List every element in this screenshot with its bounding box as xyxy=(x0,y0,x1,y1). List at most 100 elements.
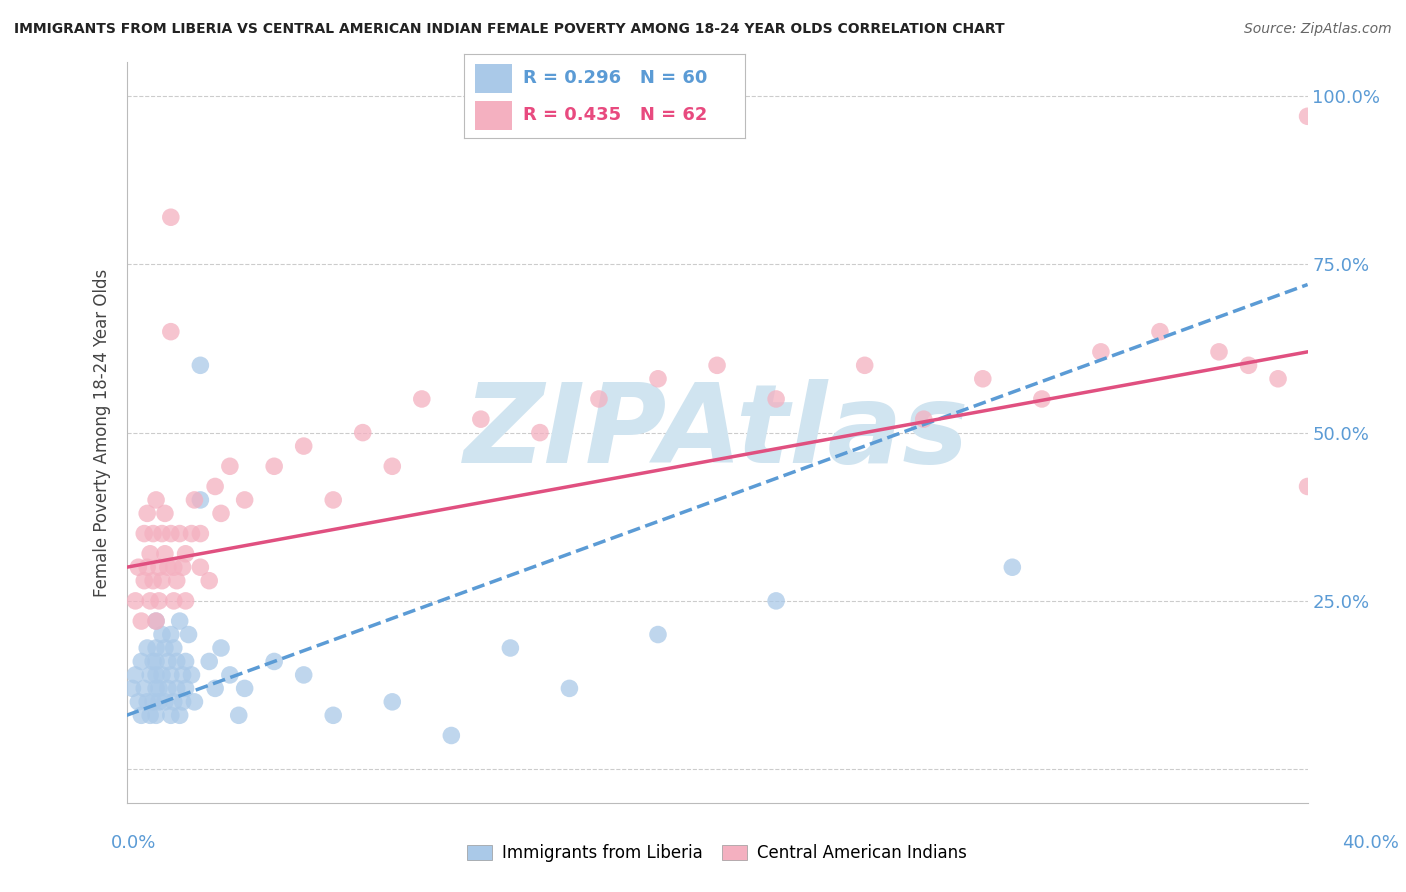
Point xyxy=(142,526,165,541)
Point xyxy=(160,211,183,225)
Point xyxy=(292,439,315,453)
Point xyxy=(219,668,242,682)
Point xyxy=(188,359,212,373)
Point xyxy=(129,614,153,628)
Point xyxy=(180,668,202,682)
Point xyxy=(188,560,212,574)
Text: R = 0.296   N = 60: R = 0.296 N = 60 xyxy=(523,69,707,87)
Point xyxy=(263,655,285,669)
Point xyxy=(322,492,344,507)
Point xyxy=(150,627,173,641)
Point xyxy=(163,594,186,608)
Point xyxy=(1296,479,1319,493)
Point xyxy=(160,325,183,339)
Point xyxy=(706,359,728,373)
Point xyxy=(381,459,404,474)
Point xyxy=(136,640,159,655)
Point xyxy=(145,708,167,723)
Point xyxy=(127,560,149,574)
Point xyxy=(169,614,191,628)
Point xyxy=(139,668,162,682)
Point xyxy=(163,640,186,655)
Point xyxy=(209,507,232,521)
Point xyxy=(150,574,173,588)
Point xyxy=(124,594,146,608)
Text: R = 0.435   N = 62: R = 0.435 N = 62 xyxy=(523,106,707,124)
Point xyxy=(647,627,669,641)
Point xyxy=(139,594,162,608)
Point xyxy=(1267,372,1289,386)
Point xyxy=(183,695,205,709)
Point xyxy=(233,492,256,507)
Point xyxy=(134,526,156,541)
Point xyxy=(121,681,143,696)
Legend: Immigrants from Liberia, Central American Indians: Immigrants from Liberia, Central America… xyxy=(460,838,974,869)
Point xyxy=(352,425,374,440)
Point xyxy=(156,681,179,696)
Point xyxy=(322,708,344,723)
Text: 40.0%: 40.0% xyxy=(1343,834,1399,852)
Y-axis label: Female Poverty Among 18-24 Year Olds: Female Poverty Among 18-24 Year Olds xyxy=(93,268,111,597)
Point xyxy=(588,392,610,406)
Point xyxy=(765,594,787,608)
Point xyxy=(153,640,176,655)
Point xyxy=(156,655,179,669)
Point xyxy=(145,614,167,628)
Text: IMMIGRANTS FROM LIBERIA VS CENTRAL AMERICAN INDIAN FEMALE POVERTY AMONG 18-24 YE: IMMIGRANTS FROM LIBERIA VS CENTRAL AMERI… xyxy=(14,22,1005,37)
Point xyxy=(148,560,170,574)
Point xyxy=(136,507,159,521)
Point xyxy=(174,681,197,696)
Point xyxy=(765,392,787,406)
Point xyxy=(134,681,156,696)
Point xyxy=(160,708,183,723)
Point xyxy=(647,372,669,386)
Point xyxy=(136,560,159,574)
Point xyxy=(153,507,176,521)
Point xyxy=(139,708,162,723)
Point xyxy=(142,695,165,709)
Text: ZIPAtlas: ZIPAtlas xyxy=(464,379,970,486)
Point xyxy=(1149,325,1171,339)
Point xyxy=(139,547,162,561)
Point xyxy=(169,708,191,723)
Bar xyxy=(475,101,512,130)
Point xyxy=(129,655,153,669)
Point xyxy=(204,681,226,696)
Point xyxy=(136,695,159,709)
Point xyxy=(174,655,197,669)
Point xyxy=(188,492,212,507)
Point xyxy=(1296,109,1319,123)
Point xyxy=(204,479,226,493)
Point xyxy=(470,412,492,426)
Point xyxy=(292,668,315,682)
Point xyxy=(153,547,176,561)
Point xyxy=(127,695,149,709)
Point xyxy=(169,526,191,541)
Point xyxy=(180,526,202,541)
Point xyxy=(129,708,153,723)
Point xyxy=(529,425,551,440)
Point xyxy=(142,655,165,669)
Point xyxy=(145,492,167,507)
Point xyxy=(174,547,197,561)
Point xyxy=(558,681,581,696)
Point xyxy=(166,681,188,696)
Point xyxy=(124,668,146,682)
Point xyxy=(177,627,200,641)
Point xyxy=(163,560,186,574)
Point xyxy=(160,668,183,682)
Point xyxy=(148,681,170,696)
Point xyxy=(198,655,221,669)
Point xyxy=(853,359,876,373)
Point xyxy=(134,574,156,588)
Point xyxy=(172,695,194,709)
Text: 0.0%: 0.0% xyxy=(111,834,156,852)
Text: Source: ZipAtlas.com: Source: ZipAtlas.com xyxy=(1244,22,1392,37)
Point xyxy=(150,668,173,682)
Point xyxy=(142,574,165,588)
Point xyxy=(145,668,167,682)
Point xyxy=(381,695,404,709)
Point xyxy=(150,526,173,541)
Point xyxy=(219,459,242,474)
Point xyxy=(183,492,205,507)
